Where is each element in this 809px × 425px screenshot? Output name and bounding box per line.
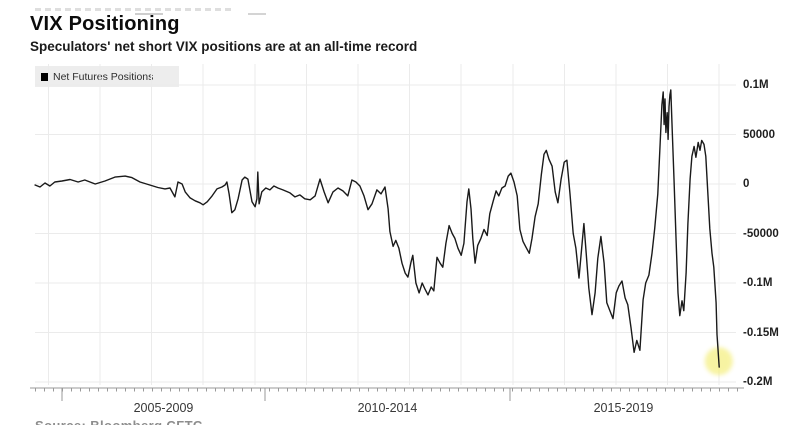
x-group-label: 2005-2009: [133, 401, 194, 415]
clipped-text-artifact: [35, 8, 233, 11]
y-tick-label: 0: [743, 178, 750, 190]
y-tick-label: -0.2M: [743, 376, 773, 388]
source-caption: Source: Bloomberg CFTC: [35, 418, 203, 425]
y-tick-label: 0.1M: [743, 79, 769, 91]
net-futures-positions-line: [34, 89, 720, 368]
y-tick-label: -0.15M: [743, 326, 779, 339]
x-group-label: 2010-2014: [357, 401, 418, 415]
y-tick-label: -0.1M: [743, 277, 773, 289]
chart-title: VIX Positioning: [30, 13, 180, 35]
horizontal-gridlines: [35, 84, 736, 383]
x-axis-line-and-ticks: [30, 387, 744, 401]
y-tick-label: -50000: [743, 227, 779, 240]
clipped-text-artifact: [135, 13, 163, 15]
clipped-text-artifact: [248, 13, 266, 15]
y-tick-label: 50000: [743, 128, 775, 141]
legend-swatch-icon: [41, 72, 49, 81]
chart-subtitle: Speculators' net short VIX positions are…: [30, 39, 418, 54]
series-polyline: [34, 89, 720, 368]
legend-label: Net Futures Positions: [53, 70, 154, 83]
vertical-gridlines: [47, 64, 720, 385]
legend: Net Futures Positions: [35, 66, 179, 87]
x-group-label: 2015-2019: [593, 401, 654, 415]
